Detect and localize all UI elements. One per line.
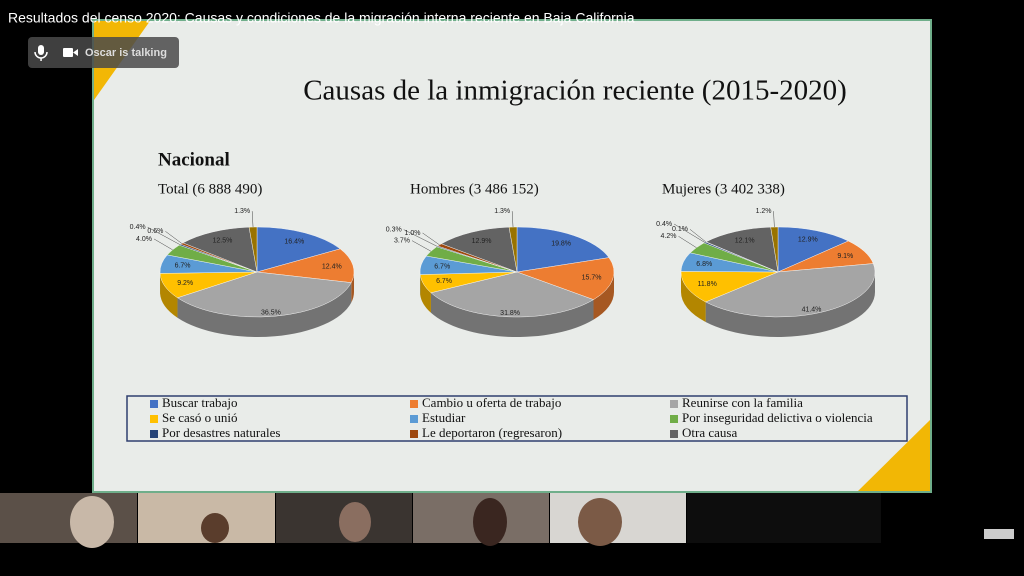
- value-label: 16.4%: [284, 238, 304, 245]
- value-label: 1.2%: [756, 208, 772, 215]
- legend-label: Por inseguridad delictiva o violencia: [682, 410, 873, 425]
- mic-icon[interactable]: [34, 45, 48, 61]
- legend-box: [126, 395, 908, 442]
- leader-line: [511, 211, 514, 228]
- value-label: 4.2%: [661, 233, 677, 240]
- leader-line: [147, 226, 181, 245]
- leader-line: [153, 238, 173, 251]
- participant-strip: [0, 493, 881, 548]
- slide-heading: Nacional: [158, 149, 230, 170]
- value-label: 12.1%: [735, 237, 755, 244]
- pie-slice: [177, 271, 352, 318]
- value-label: 41.4%: [802, 306, 822, 313]
- logo: [984, 529, 1014, 539]
- chart-title: Mujeres (3 402 338): [662, 181, 785, 197]
- legend-label: Se casó o unió: [162, 410, 237, 425]
- pie-slice: [777, 226, 849, 273]
- legend-swatch: [670, 400, 678, 408]
- value-label: 12.9%: [798, 237, 818, 244]
- leader-line: [689, 229, 707, 243]
- value-label: 1.3%: [494, 208, 510, 215]
- legend-swatch: [670, 415, 678, 423]
- value-label: 31.8%: [500, 310, 520, 317]
- pie-slice: [430, 271, 594, 318]
- slide-title: Causas de la inmigración reciente (2015-…: [303, 75, 847, 107]
- pie-slice: [256, 248, 355, 283]
- pie-side: [351, 272, 354, 303]
- leader-line: [673, 223, 705, 243]
- value-label: 6.7%: [175, 263, 191, 270]
- leader-line: [678, 236, 697, 248]
- value-label: 19.8%: [551, 240, 571, 247]
- pie-side: [177, 282, 352, 338]
- corner-decor: [858, 420, 930, 491]
- value-label: 12.9%: [472, 238, 492, 245]
- pie-side: [705, 272, 875, 337]
- value-label: 36.5%: [261, 309, 281, 316]
- pie-side: [681, 272, 706, 322]
- value-label: 9.2%: [177, 280, 193, 287]
- value-label: 3.7%: [394, 238, 410, 245]
- value-label: 6.7%: [436, 278, 452, 285]
- value-label: 1.0%: [405, 230, 421, 237]
- legend-label: Buscar trabajo: [162, 395, 237, 410]
- value-label: 0.4%: [130, 224, 146, 231]
- leader-line: [411, 240, 432, 252]
- value-label: 0.6%: [147, 228, 163, 235]
- speaker-status: Oscar is talking: [85, 47, 167, 59]
- legend-swatch: [150, 400, 158, 408]
- window-title: Resultados del censo 2020: Causas y cond…: [8, 10, 635, 26]
- legend-label: Cambio u oferta de trabajo: [422, 395, 561, 410]
- value-label: 12.5%: [213, 238, 233, 245]
- legend-label: Reunirse con la familia: [682, 395, 803, 410]
- pie-side: [593, 272, 614, 320]
- value-label: 0.4%: [656, 221, 672, 228]
- value-label: 6.8%: [696, 261, 712, 268]
- pie-side: [160, 273, 178, 318]
- legend-swatch: [410, 430, 418, 438]
- value-label: 1.3%: [234, 208, 250, 215]
- legend-swatch: [410, 415, 418, 423]
- legend-swatch: [670, 430, 678, 438]
- value-label: 0.1%: [672, 226, 688, 233]
- value-label: 0.3%: [386, 226, 402, 233]
- legend-label: Por desastres naturales: [162, 425, 280, 440]
- pie-slice: [680, 271, 779, 303]
- leader-line: [165, 231, 183, 244]
- legend-swatch: [150, 415, 158, 423]
- leader-line: [403, 229, 438, 247]
- value-label: 9.1%: [837, 253, 853, 260]
- value-label: 4.0%: [136, 236, 152, 243]
- chart-title: Hombres (3 486 152): [410, 181, 539, 197]
- pie-slice: [440, 226, 518, 273]
- legend-label: Le deportaron (regresaron): [422, 425, 562, 440]
- value-label: 11.8%: [697, 281, 716, 288]
- legend-label: Otra causa: [682, 425, 737, 440]
- pie-slice: [516, 226, 610, 273]
- leader-line: [422, 232, 440, 246]
- pie-side: [420, 274, 431, 313]
- legend-swatch: [150, 430, 158, 438]
- legend-label: Estudiar: [422, 410, 466, 425]
- value-label: 15.7%: [582, 275, 602, 282]
- value-label: 12.4%: [322, 264, 342, 271]
- pie-slice: [182, 226, 258, 273]
- camera-icon[interactable]: [63, 48, 78, 57]
- pie-slice: [256, 226, 341, 273]
- pie-slice: [516, 257, 615, 300]
- pie-slice: [705, 226, 779, 273]
- chart-title: Total (6 888 490): [158, 181, 262, 197]
- speaker-pill[interactable]: [28, 37, 179, 68]
- leader-line: [773, 211, 775, 228]
- pie-slice: [770, 226, 779, 273]
- leader-line: [251, 211, 254, 228]
- pie-side: [430, 292, 594, 337]
- pie-slice: [705, 263, 876, 318]
- legend-swatch: [410, 400, 418, 408]
- value-label: 6.7%: [434, 264, 450, 271]
